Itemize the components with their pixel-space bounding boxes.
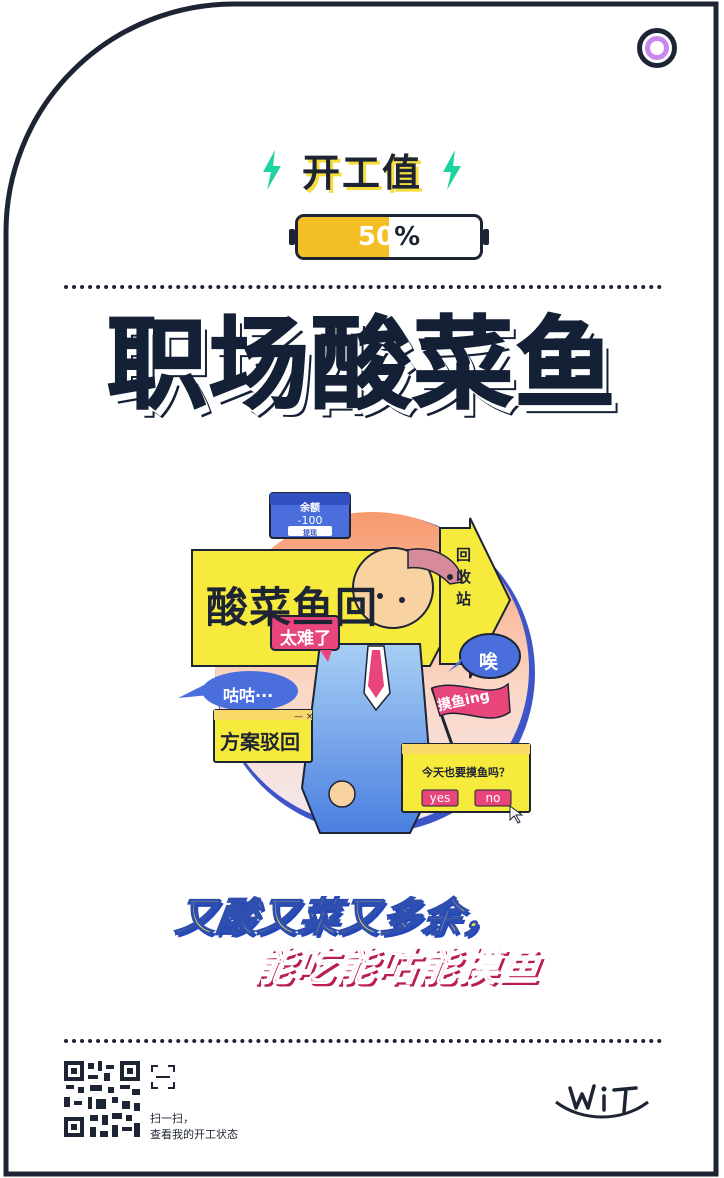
battery-body: 50% [295,214,483,260]
lightning-icon [262,149,281,190]
scan-instruction: 扫一扫， [150,1112,194,1125]
kaigong-title: 开工值 [301,151,422,195]
scan-description: 查看我的开工状态 [150,1128,238,1141]
wit-logo [555,1084,649,1119]
window-rejected: 方案驳回 [220,730,300,754]
progress-suffix: % [394,222,421,252]
dotted-divider-bottom [64,1039,662,1043]
dialog-no-button: no [485,791,501,805]
illustration: — × 余额 -100 提现 酸菜鱼回 回收站 太难了 唉 咕咕··· 方案驳回… [170,488,550,843]
battery-label: 50% [298,217,480,257]
slogan-line-1: 又酸又菜又多余， [172,894,508,942]
battery-cap-left [289,229,295,245]
bill-amount: -100 [297,514,323,527]
qr-code[interactable] [62,1059,142,1139]
kaigong-progress-battery: 50% [289,214,489,260]
bubble-gugu: 咕咕··· [223,686,274,705]
scan-icon [151,1065,175,1089]
bill-withdraw-button: 提现 [303,529,317,537]
ring-icon [637,28,677,68]
svg-text:— ×: — × [294,712,313,722]
arrow-label: 酸菜鱼回 [206,583,379,632]
lightning-icon [443,149,462,190]
kaigong-header: 开工值 [0,142,724,197]
dialog-question: 今天也要摸鱼吗？ [422,766,510,779]
dialog-yes-button: yes [429,791,451,805]
battery-fill [298,217,389,257]
recycle-label: 回收站 [456,546,472,608]
bubble-hard: 太难了 [280,629,331,649]
bill-title: 余额 [300,503,320,514]
slogan-line-2: 能吃能咕能摸鱼 [250,943,545,991]
dotted-divider-top [64,285,662,289]
battery-cap-right [483,229,489,245]
bubble-sigh: 唉 [479,651,499,673]
progress-number: 50 [357,222,395,252]
illustration-art: — × [178,492,535,834]
main-title: 职场酸菜鱼 [106,305,617,424]
